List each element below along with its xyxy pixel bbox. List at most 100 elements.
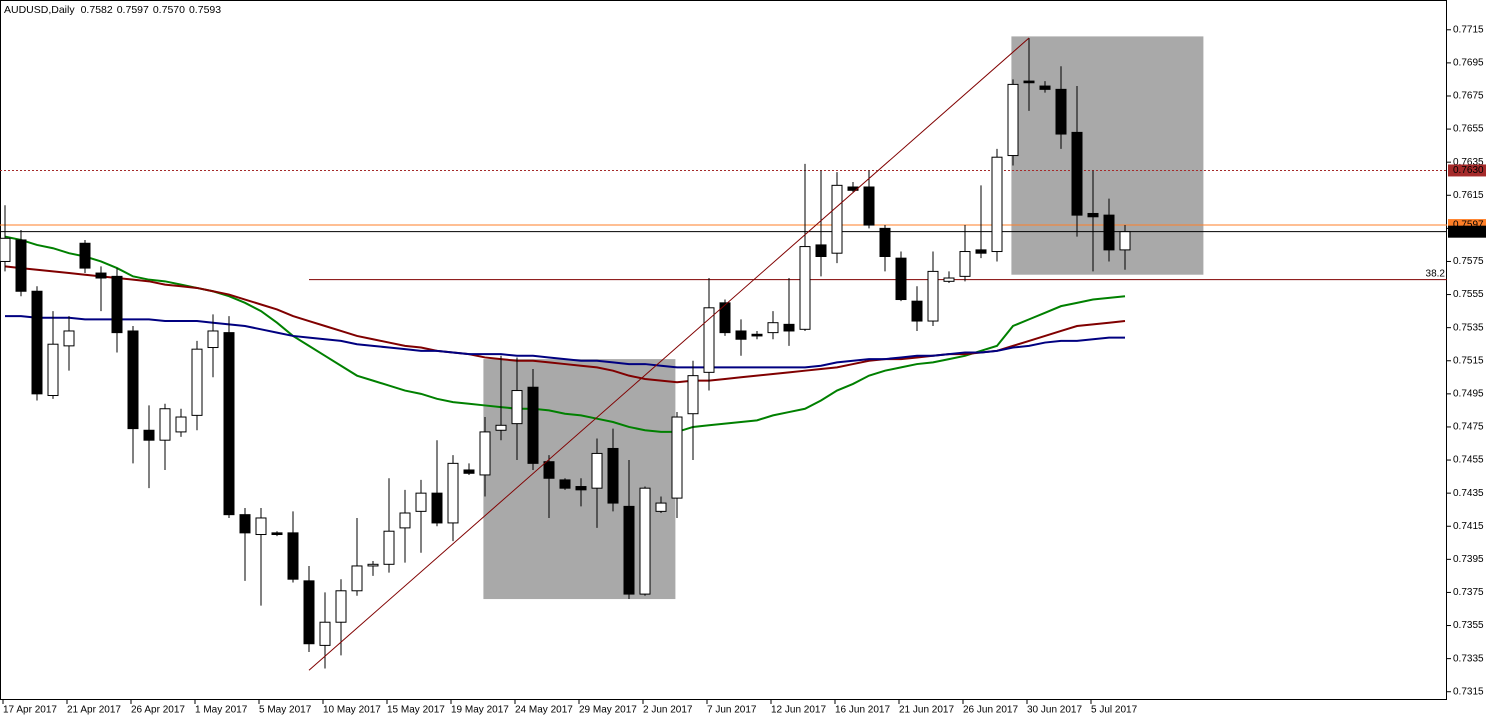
- candle-body: [95, 272, 107, 279]
- y-tick-label: 0.7615: [1453, 190, 1484, 201]
- candle-body: [623, 505, 635, 595]
- candle-body: [319, 621, 331, 646]
- y-tick-label: 0.7555: [1453, 289, 1484, 300]
- candle-body: [287, 532, 299, 580]
- candle-body: [303, 580, 315, 645]
- candle-body: [639, 487, 651, 595]
- candle-body: [415, 492, 427, 512]
- candle-body: [735, 330, 747, 340]
- candle-body: [1087, 212, 1099, 218]
- candle-body: [1023, 80, 1035, 84]
- x-tick-label: 5 May 2017: [259, 705, 312, 716]
- background-layer: 0.7315 0.7335 0.7355 0.7375 0.7395 0.7415 0.74…: [0, 24, 1484, 716]
- candle-body: [31, 290, 43, 395]
- candle-body: [943, 277, 955, 282]
- candle-body: [207, 330, 219, 349]
- x-tick-label: 19 May 2017: [451, 705, 509, 716]
- candle-body: [383, 530, 395, 565]
- x-tick-label: 26 Jun 2017: [963, 705, 1018, 716]
- candle-body: [15, 239, 27, 292]
- trend-line: [308, 37, 1030, 671]
- price-label-box: [1448, 164, 1486, 177]
- candle-body: [0, 237, 11, 262]
- y-tick-label: 0.7675: [1453, 91, 1484, 102]
- candle-body: [335, 590, 347, 623]
- y-tick-label: 0.7355: [1453, 620, 1484, 631]
- header-high: 0.7597: [117, 4, 149, 16]
- candle-body: [495, 424, 507, 431]
- candle-body: [143, 429, 155, 441]
- candle-body: [511, 390, 523, 425]
- y-tick-label: 0.7375: [1453, 587, 1484, 598]
- candle-body: [127, 330, 139, 430]
- candle-body: [63, 330, 75, 347]
- y-tick-label: 0.7575: [1453, 256, 1484, 267]
- x-tick-label: 10 May 2017: [323, 705, 381, 716]
- candle-body: [543, 461, 555, 479]
- candle-body: [367, 563, 379, 567]
- candle-body: [559, 479, 571, 489]
- candle-body: [1119, 231, 1131, 251]
- x-tick-label: 24 May 2017: [515, 705, 573, 716]
- candle-body: [799, 246, 811, 330]
- y-tick-label: 0.7335: [1453, 653, 1484, 664]
- x-tick-label: 5 Jul 2017: [1091, 705, 1138, 716]
- candle-body: [1007, 83, 1019, 157]
- y-tick-label: 0.7315: [1453, 686, 1484, 697]
- candle-body: [79, 242, 91, 269]
- x-tick-label: 15 May 2017: [387, 705, 445, 716]
- candle-body: [399, 512, 411, 529]
- candle-body: [527, 386, 539, 464]
- x-tick-label: 12 Jun 2017: [771, 705, 826, 716]
- candle-body: [159, 408, 171, 441]
- candle-body: [1071, 131, 1083, 216]
- price-label: 0.7630: [1453, 165, 1484, 176]
- y-tick-label: 0.7395: [1453, 554, 1484, 565]
- main-layer: [0, 37, 1131, 671]
- fibo-label: 38.2: [1426, 268, 1446, 279]
- candle-body: [927, 270, 939, 322]
- y-tick-label: 0.7715: [1453, 24, 1484, 35]
- candle-body: [447, 462, 459, 524]
- candle-body: [719, 302, 731, 334]
- candle-body: [1103, 214, 1115, 251]
- candle-body: [831, 184, 843, 254]
- candle-body: [271, 532, 283, 536]
- candle-body: [175, 416, 187, 433]
- y-tick-label: 0.7435: [1453, 488, 1484, 499]
- header-close: 0.7593: [189, 4, 221, 16]
- x-tick-label: 26 Apr 2017: [131, 705, 185, 716]
- chart-header: AUDUSD,Daily 0.7582 0.7597 0.7570 0.7593: [4, 4, 221, 16]
- candle-body: [959, 251, 971, 277]
- candle-body: [783, 323, 795, 332]
- y-tick-label: 0.7495: [1453, 388, 1484, 399]
- candle-body: [351, 565, 363, 592]
- candle-body: [655, 502, 667, 512]
- y-tick-label: 0.7415: [1453, 521, 1484, 532]
- candle-body: [607, 447, 619, 504]
- x-tick-label: 2 Jun 2017: [643, 705, 693, 716]
- header-low: 0.7570: [153, 4, 185, 16]
- candle-body: [911, 300, 923, 322]
- candle-body: [591, 452, 603, 489]
- chart-title: AUDUSD,Daily: [4, 4, 75, 16]
- y-tick-label: 0.7515: [1453, 355, 1484, 366]
- x-tick-label: 21 Jun 2017: [899, 705, 954, 716]
- candle-body: [879, 227, 891, 258]
- candle-body: [687, 375, 699, 415]
- price-label: 0.7593: [1453, 226, 1484, 237]
- candle-body: [751, 333, 763, 337]
- candle-body: [703, 307, 715, 373]
- y-tick-label: 0.7475: [1453, 422, 1484, 433]
- candle-body: [239, 514, 251, 534]
- x-tick-label: 7 Jun 2017: [707, 705, 757, 716]
- candle-body: [671, 416, 683, 499]
- y-tick-label: 0.7455: [1453, 455, 1484, 466]
- moving-average: [5, 315, 1125, 369]
- plot-frame: [0, 0, 1447, 700]
- candle-body: [863, 186, 875, 226]
- y-tick-label: 0.7535: [1453, 322, 1484, 333]
